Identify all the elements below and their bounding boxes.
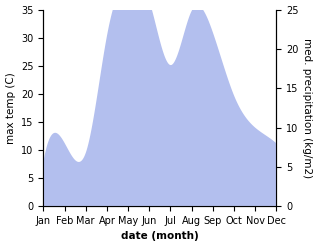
Y-axis label: med. precipitation (kg/m2): med. precipitation (kg/m2) [302,38,313,178]
X-axis label: date (month): date (month) [121,231,199,242]
Y-axis label: max temp (C): max temp (C) [5,72,16,144]
